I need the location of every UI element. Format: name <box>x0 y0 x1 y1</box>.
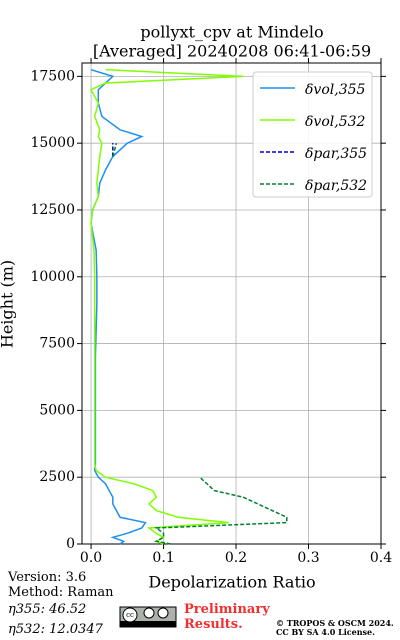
y-tick-label: 17500 <box>30 68 75 84</box>
y-tick-label: 15000 <box>30 135 75 151</box>
eta532: η532: 12.0347 <box>8 622 103 637</box>
license: CC BY SA 4.0 License. <box>276 627 375 637</box>
x-tick-label: 0.3 <box>297 550 319 566</box>
y-tick-label: 0 <box>66 536 75 552</box>
chart-subtitle: [Averaged] 20240208 06:41-06:59 <box>93 42 371 61</box>
legend-label: δpar,355 <box>305 146 367 162</box>
x-tick-label: 0.0 <box>80 550 102 566</box>
plot-frame <box>81 62 382 545</box>
x-tick-label: 0.1 <box>152 550 174 566</box>
cc-logo: cc <box>119 606 177 628</box>
legend-box <box>252 71 373 198</box>
legend: δvol,355 δvol,532 δpar,355 δpar,532 <box>252 71 373 198</box>
eta355: η355: 46.52 <box>8 602 87 617</box>
legend-label: δvol,532 <box>305 114 366 130</box>
legend-label: δpar,532 <box>305 178 367 194</box>
x-tick-label: 0.2 <box>225 550 247 566</box>
y-tick-label: 5000 <box>39 402 75 418</box>
method: Method: Raman <box>8 585 114 600</box>
x-axis-label: Depolarization Ratio <box>148 573 315 592</box>
y-tick-label: 2500 <box>39 469 75 485</box>
y-tick-label: 12500 <box>30 202 75 218</box>
legend-label: δvol,355 <box>305 82 366 98</box>
copyright: © TROPOS & OSCM 2024. <box>276 618 394 628</box>
chart-title: pollyxt_cpv at Mindelo <box>140 23 323 42</box>
version: Version: 3.6 <box>8 570 87 585</box>
series-line <box>90 68 147 545</box>
y-axis-label: Height (m) <box>0 260 17 348</box>
svg-text:cc: cc <box>126 611 134 619</box>
series-line <box>112 142 288 545</box>
x-tick-label: 0.4 <box>370 550 392 566</box>
preliminary: Preliminary Results. <box>184 602 270 632</box>
series-line <box>90 68 244 545</box>
y-tick-label: 7500 <box>39 336 75 352</box>
y-tick-label: 10000 <box>30 269 75 285</box>
